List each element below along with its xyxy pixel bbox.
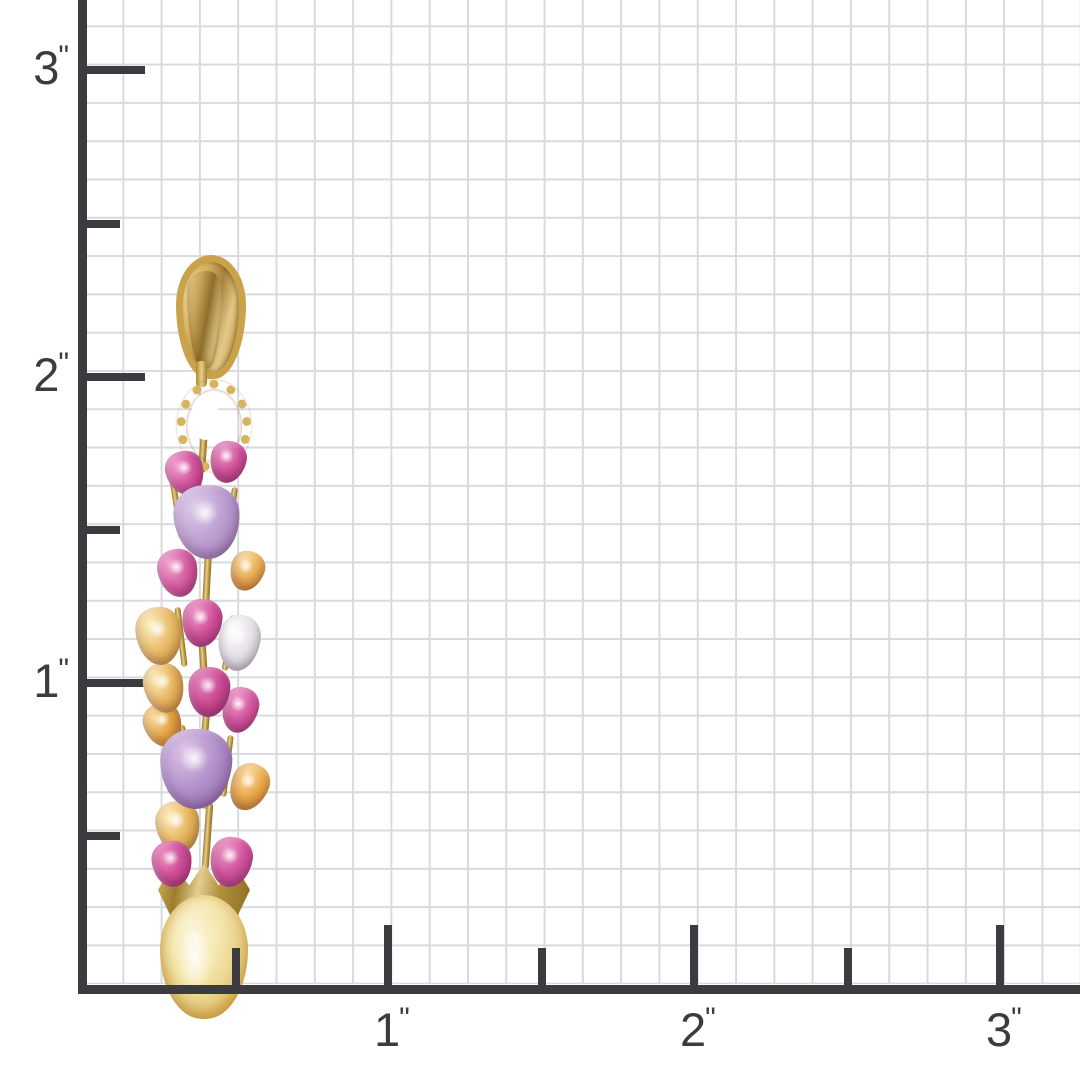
inch-mark-icon: " — [58, 653, 69, 686]
y-tick-minor-2 — [87, 832, 120, 840]
x-tick-label-3: 3" — [986, 1002, 1022, 1056]
x-tick-major-2 — [690, 925, 698, 985]
horizontal-ruler-axis — [78, 985, 1080, 994]
y-tick-major-2 — [87, 373, 145, 381]
x-tick-minor-0 — [232, 948, 240, 985]
y-tick-label-1: 1" — [33, 653, 69, 707]
y-tick-major-3 — [87, 66, 145, 74]
inch-mark-icon: " — [58, 347, 69, 380]
gem-citrine-4 — [224, 546, 270, 596]
y-tick-minor-0 — [87, 220, 120, 228]
x-tick-minor-1 — [538, 948, 546, 985]
x-label-value: 3 — [986, 1003, 1012, 1056]
beaded-ring-hole — [191, 394, 219, 440]
y-label-value: 1 — [33, 654, 59, 707]
x-label-value: 1 — [374, 1003, 400, 1056]
inch-mark-icon: " — [58, 40, 69, 73]
y-tick-label-2: 2" — [33, 347, 69, 401]
x-tick-minor-2 — [844, 948, 852, 985]
gem-pink-sapphire-15 — [149, 839, 195, 889]
vertical-ruler-axis — [78, 0, 87, 994]
ear-wire-blade — [187, 271, 221, 369]
y-tick-minor-1 — [87, 526, 120, 534]
inch-mark-icon: " — [399, 1002, 410, 1035]
gemstone-drop-earring — [130, 255, 290, 1019]
y-tick-major-1 — [87, 679, 145, 687]
ear-wire-stem — [196, 361, 207, 387]
y-label-value: 3 — [33, 41, 59, 94]
inch-mark-icon: " — [1011, 1002, 1022, 1035]
gem-amethyst-12 — [158, 727, 234, 811]
y-label-value: 2 — [33, 348, 59, 401]
x-tick-major-3 — [996, 925, 1004, 985]
y-tick-label-3: 3" — [33, 40, 69, 94]
inch-mark-icon: " — [705, 1002, 716, 1035]
ruler-grid-background — [84, 0, 1080, 984]
x-tick-label-2: 2" — [680, 1002, 716, 1056]
x-tick-label-1: 1" — [374, 1002, 410, 1056]
x-tick-major-1 — [384, 925, 392, 985]
x-label-value: 2 — [680, 1003, 706, 1056]
